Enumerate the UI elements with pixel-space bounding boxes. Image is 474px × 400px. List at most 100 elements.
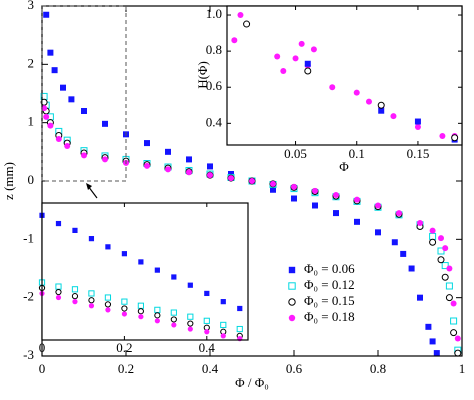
marker-circle: [154, 312, 161, 319]
marker-circle: [280, 67, 287, 74]
marker-square: [186, 156, 192, 163]
marker-square: [220, 321, 227, 329]
x-tick-label: 0.2: [118, 361, 134, 376]
marker-circle: [354, 196, 360, 203]
marker-square: [203, 317, 210, 324]
marker-circle: [451, 134, 459, 142]
marker-circle: [64, 143, 71, 149]
marker-circle: [414, 123, 421, 130]
marker-square: [121, 298, 128, 305]
marker-square: [445, 282, 453, 290]
inset-background: [42, 203, 248, 340]
marker-square: [312, 202, 318, 209]
marker-circle: [88, 303, 95, 309]
x-tick-label: 1: [459, 361, 466, 376]
marker-square: [391, 239, 398, 246]
marker-circle: [429, 227, 436, 234]
marker-square: [220, 299, 226, 305]
marker-square: [237, 305, 243, 312]
marker-circle: [187, 320, 194, 327]
legend-label: Φ₀ = 0.15: [304, 293, 355, 308]
marker-circle: [353, 89, 360, 96]
marker-circle: [377, 101, 385, 109]
marker-circle: [121, 311, 127, 317]
marker-circle: [171, 322, 177, 328]
marker-circle: [442, 245, 449, 252]
marker-square: [450, 317, 458, 325]
marker-circle: [274, 53, 281, 60]
marker-square: [414, 118, 421, 125]
y-tick-label: 2: [28, 55, 35, 70]
marker-square: [425, 323, 432, 330]
marker-square: [171, 274, 177, 280]
marker-square: [121, 251, 127, 257]
marker-square: [55, 220, 62, 227]
marker-circle: [249, 178, 255, 184]
marker-circle: [365, 98, 372, 105]
marker-circle: [429, 238, 437, 246]
x-tick-label: 0.4: [199, 340, 216, 355]
marker-circle: [105, 307, 111, 313]
marker-circle: [291, 183, 297, 190]
y-tick-label: -3: [23, 347, 34, 362]
marker-square: [154, 306, 161, 313]
marker-circle: [138, 314, 144, 320]
zoom-box: [41, 5, 127, 182]
y-tick-label: 0.8: [206, 42, 222, 57]
marker-circle: [137, 308, 144, 315]
legend-marker: [288, 298, 296, 306]
marker-square: [88, 290, 95, 297]
marker-circle: [220, 333, 226, 339]
marker-circle: [55, 294, 62, 301]
marker-circle: [304, 67, 312, 75]
zoom-arrow-head: [86, 183, 92, 190]
marker-square: [441, 262, 449, 270]
x-tick-label: 0.4: [202, 361, 219, 376]
marker-circle: [43, 113, 50, 120]
y-axis-label: H(Φ): [195, 61, 210, 89]
marker-square: [43, 11, 50, 18]
marker-square: [429, 338, 436, 345]
marker-circle: [55, 288, 62, 296]
marker-square: [170, 309, 177, 316]
marker-square: [304, 60, 311, 67]
marker-square: [47, 49, 54, 56]
plot-frame: [41, 202, 249, 341]
marker-square: [154, 267, 160, 273]
marker-square: [375, 229, 381, 236]
marker-square: [437, 247, 445, 255]
inset-background: [227, 6, 462, 145]
marker-circle: [454, 349, 462, 357]
y-tick-label: 0.6: [206, 78, 223, 93]
marker-square: [433, 350, 440, 357]
marker-square: [408, 265, 415, 272]
marker-circle: [88, 297, 95, 304]
marker-circle: [154, 318, 160, 324]
legend-label: Φ₀ = 0.12: [304, 277, 355, 292]
marker-circle: [231, 37, 238, 44]
marker-circle: [312, 187, 318, 194]
marker-circle: [72, 299, 78, 305]
marker-circle: [450, 329, 458, 337]
marker-square: [354, 218, 360, 225]
y-tick-label: 0: [28, 172, 35, 187]
marker-circle: [329, 84, 336, 91]
marker-square: [236, 325, 243, 333]
x-tick-label: 0.2: [116, 340, 132, 355]
legend-marker: [288, 282, 296, 290]
marker-circle: [375, 202, 381, 209]
marker-circle: [446, 265, 453, 272]
marker-square: [102, 120, 108, 127]
marker-square: [400, 250, 407, 257]
marker-circle: [71, 293, 79, 300]
x-axis-label: Φ: [339, 159, 349, 174]
marker-circle: [292, 55, 299, 62]
marker-square: [204, 290, 210, 297]
marker-circle: [81, 152, 87, 159]
y-tick-label: 1: [28, 114, 35, 129]
marker-circle: [186, 169, 192, 176]
y-tick-label: 3: [28, 0, 35, 12]
marker-circle: [450, 300, 457, 307]
plot-frame: [226, 5, 463, 146]
marker-square: [72, 227, 78, 233]
